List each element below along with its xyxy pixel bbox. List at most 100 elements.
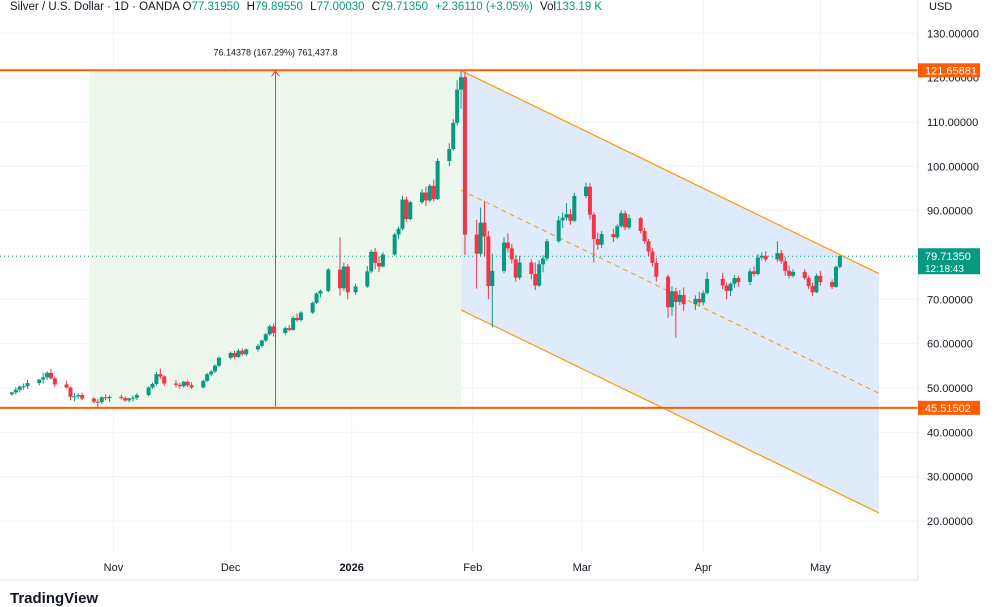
candle-body bbox=[25, 383, 30, 387]
candle-body bbox=[419, 192, 424, 203]
candle-body bbox=[486, 236, 491, 286]
y-tick-label: 60.00000 bbox=[927, 339, 973, 351]
candle-body bbox=[556, 220, 561, 242]
x-tick-label: Nov bbox=[104, 562, 124, 574]
candle-body bbox=[185, 381, 190, 386]
level-price-tag bbox=[918, 400, 980, 415]
currency-label[interactable]: USD bbox=[929, 1, 953, 13]
candle-body bbox=[130, 397, 135, 399]
candle-body bbox=[119, 396, 124, 399]
x-tick-label: Mar bbox=[573, 562, 592, 574]
candle-body bbox=[423, 192, 428, 201]
candle-body bbox=[654, 262, 659, 277]
candle-body bbox=[646, 241, 651, 252]
candle-body bbox=[154, 374, 159, 384]
candle-body bbox=[408, 202, 413, 220]
candle-body bbox=[787, 270, 792, 276]
candle-body bbox=[244, 349, 249, 355]
candle-body bbox=[318, 290, 323, 294]
chart-header: Silver / U.S. Dollar · 1D · OANDA O77.31… bbox=[10, 1, 606, 13]
candle-body bbox=[41, 377, 46, 380]
y-tick-label: 70.00000 bbox=[927, 294, 973, 306]
candle-body bbox=[21, 386, 26, 388]
candle-body bbox=[353, 286, 358, 293]
candle-body bbox=[560, 217, 565, 221]
price-axis-background bbox=[918, 0, 1000, 600]
candle-body bbox=[775, 253, 780, 260]
candle-body bbox=[509, 248, 514, 260]
measure-label: 76.14378 (167.29%) 761,437.8 bbox=[213, 47, 337, 57]
candle-body bbox=[127, 398, 132, 401]
candle-body bbox=[373, 251, 378, 263]
candle-body bbox=[396, 228, 401, 235]
candle-body bbox=[462, 77, 467, 235]
candle-body bbox=[326, 269, 331, 291]
measure-arrow-head bbox=[271, 70, 280, 77]
candle-body bbox=[505, 242, 510, 249]
candle-body bbox=[673, 291, 678, 302]
candle-body bbox=[80, 395, 85, 399]
candle-body bbox=[669, 291, 674, 308]
candle-body bbox=[693, 298, 698, 305]
candle-body bbox=[173, 383, 178, 385]
x-tick-label: Feb bbox=[463, 562, 482, 574]
symbol-label[interactable]: Silver / U.S. Dollar · 1D · OANDA bbox=[10, 1, 180, 13]
candle-body bbox=[99, 397, 104, 403]
candle-body bbox=[837, 256, 842, 267]
candle-body bbox=[720, 278, 725, 286]
candle-body bbox=[478, 222, 483, 254]
candle-body bbox=[177, 384, 182, 387]
candle-body bbox=[232, 352, 237, 357]
candle-body bbox=[13, 389, 18, 393]
candle-body bbox=[802, 271, 807, 279]
candle-body bbox=[123, 398, 128, 401]
candle-body bbox=[677, 294, 682, 302]
candle-body bbox=[37, 379, 42, 384]
candle-body bbox=[541, 258, 546, 265]
y-tick-label: 110.00000 bbox=[927, 117, 978, 129]
channel-midline bbox=[460, 189, 880, 394]
level-price-tag-text: 45.51502 bbox=[925, 403, 971, 415]
candle-body bbox=[158, 374, 163, 377]
candle-body bbox=[779, 253, 784, 262]
candle-body bbox=[291, 317, 296, 330]
close-value: 79.71350 bbox=[380, 1, 429, 13]
candle-body bbox=[72, 396, 77, 398]
x-tick-label: May bbox=[810, 562, 831, 574]
y-tick-label: 130.00000 bbox=[927, 28, 979, 40]
y-tick-label: 30.00000 bbox=[927, 472, 973, 484]
candle-body bbox=[91, 398, 96, 402]
candle-body bbox=[45, 372, 50, 378]
candle-body bbox=[134, 395, 139, 398]
level-price-tag bbox=[918, 63, 980, 78]
candle-body bbox=[259, 340, 264, 346]
y-tick-label: 100.00000 bbox=[927, 161, 979, 173]
low-value: 77.00030 bbox=[316, 1, 365, 13]
high-label: H bbox=[246, 1, 255, 13]
candle-body bbox=[572, 196, 577, 221]
open-label: O bbox=[182, 1, 192, 13]
candle-body bbox=[459, 77, 464, 90]
high-value: 79.89550 bbox=[254, 1, 303, 13]
candle-body bbox=[181, 381, 186, 387]
candle-body bbox=[650, 251, 655, 263]
candle-body bbox=[615, 226, 620, 238]
candle-body bbox=[400, 199, 405, 229]
y-tick-label: 50.00000 bbox=[927, 383, 973, 395]
candle-body bbox=[681, 294, 686, 305]
low-label: L bbox=[310, 1, 317, 13]
candle-body bbox=[814, 275, 819, 293]
candle-body bbox=[626, 218, 631, 228]
candle-body bbox=[724, 285, 729, 291]
candle-body bbox=[103, 397, 108, 399]
candle-body bbox=[314, 293, 319, 303]
candle-body bbox=[377, 262, 382, 267]
candle-body bbox=[52, 378, 57, 385]
candle-body bbox=[599, 234, 604, 245]
candle-body bbox=[736, 278, 741, 283]
candle-body bbox=[236, 350, 241, 357]
x-tick-label: Dec bbox=[221, 562, 241, 574]
close-label: C bbox=[371, 1, 381, 13]
last-price-tag bbox=[918, 248, 980, 275]
